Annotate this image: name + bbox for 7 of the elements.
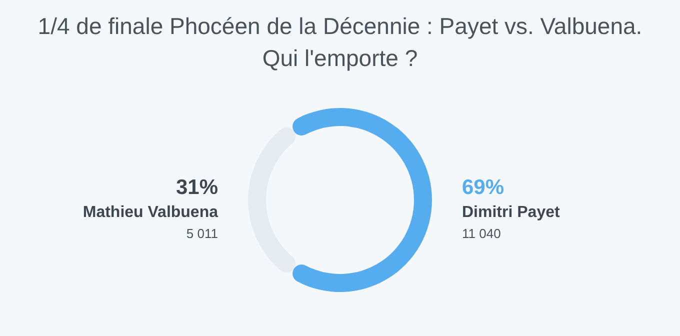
chart-title: 1/4 de finale Phocéen de la Décennie : Payet vs. Valbuena. Qui l'emporte ? [38,13,642,71]
data-label: 11 040 [462,226,501,241]
data-label: 5 011 [186,226,218,241]
slice-label: Mathieu Valbuena [82,204,218,221]
text: 69% [462,176,504,199]
text: 31% [176,176,218,199]
slice-label: Dimitri Payet [462,204,560,221]
